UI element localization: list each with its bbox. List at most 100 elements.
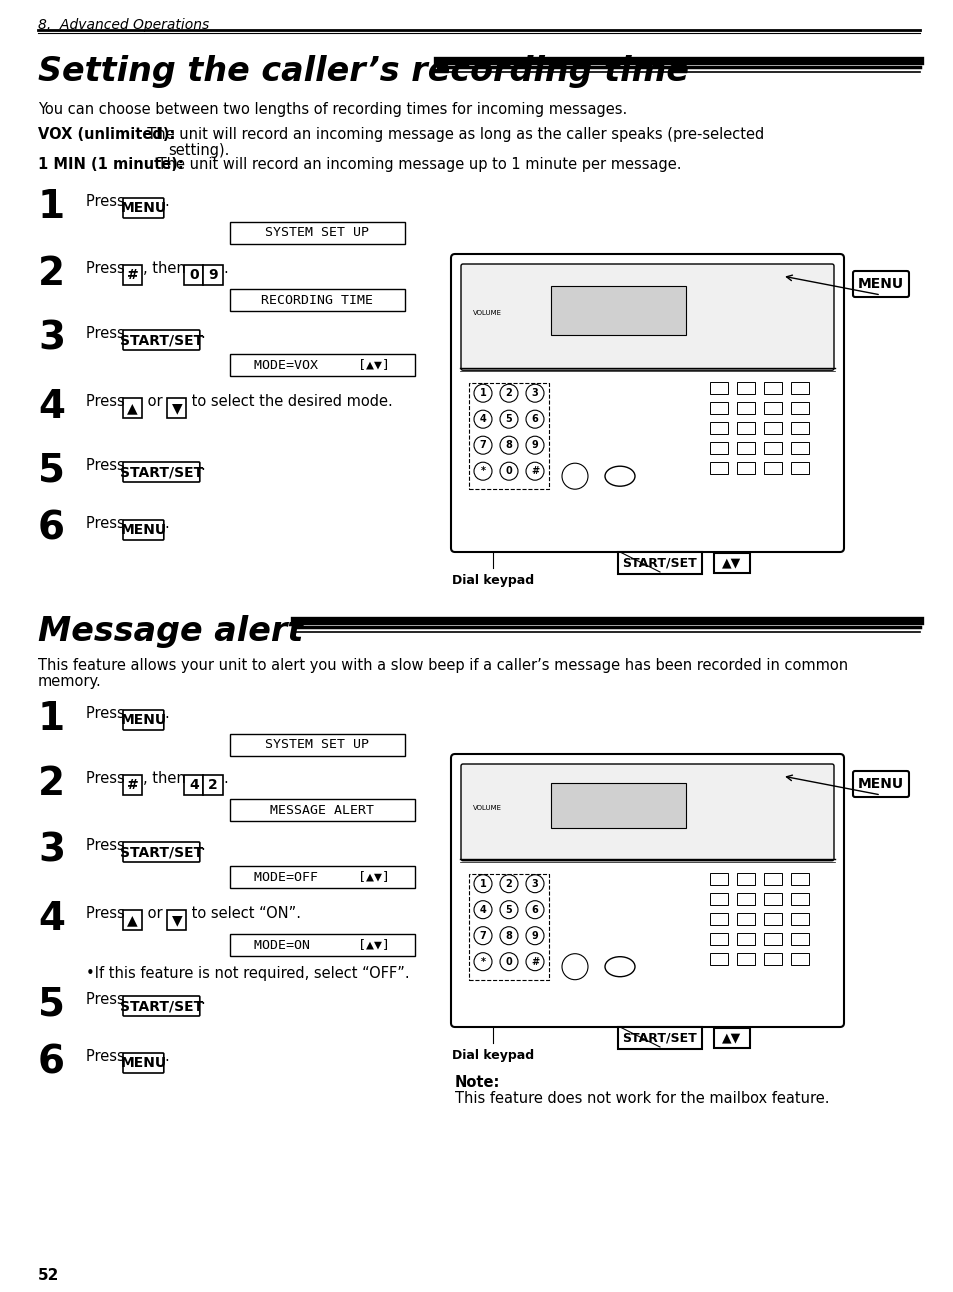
Text: START/SET: START/SET bbox=[120, 465, 203, 479]
Circle shape bbox=[525, 926, 543, 944]
Text: , then: , then bbox=[143, 771, 191, 786]
Bar bbox=[737, 463, 754, 474]
FancyBboxPatch shape bbox=[852, 271, 908, 297]
Text: MODE=OFF     [▲▼]: MODE=OFF [▲▼] bbox=[254, 871, 390, 884]
Text: or: or bbox=[143, 394, 168, 410]
Circle shape bbox=[474, 410, 492, 428]
Text: 52: 52 bbox=[38, 1267, 59, 1283]
Text: START/SET: START/SET bbox=[120, 845, 203, 859]
Text: .: . bbox=[200, 839, 205, 853]
Bar bbox=[709, 422, 727, 434]
Text: memory.: memory. bbox=[38, 674, 102, 689]
FancyBboxPatch shape bbox=[167, 398, 186, 419]
Text: Press: Press bbox=[86, 906, 130, 921]
Text: 9: 9 bbox=[531, 930, 537, 941]
Text: Note:: Note: bbox=[455, 1075, 500, 1090]
Text: Setting the caller’s recording time: Setting the caller’s recording time bbox=[38, 56, 688, 88]
Text: 8: 8 bbox=[505, 930, 512, 941]
Text: , then: , then bbox=[143, 261, 191, 276]
Bar bbox=[790, 442, 808, 455]
Bar bbox=[737, 402, 754, 415]
Text: 2: 2 bbox=[38, 765, 65, 804]
Text: The unit will record an incoming message as long as the caller speaks (pre-selec: The unit will record an incoming message… bbox=[138, 127, 763, 142]
Text: #: # bbox=[127, 778, 138, 792]
Bar bbox=[763, 893, 781, 904]
FancyBboxPatch shape bbox=[460, 264, 833, 371]
Circle shape bbox=[499, 926, 517, 944]
Text: 5: 5 bbox=[38, 452, 65, 490]
Circle shape bbox=[499, 463, 517, 481]
Text: 6: 6 bbox=[531, 415, 537, 424]
Text: or: or bbox=[143, 906, 168, 921]
Bar bbox=[790, 893, 808, 904]
Bar bbox=[763, 422, 781, 434]
Text: 5: 5 bbox=[505, 415, 512, 424]
Text: 7: 7 bbox=[479, 441, 486, 450]
Text: Dial keypad: Dial keypad bbox=[452, 574, 534, 587]
Bar bbox=[790, 402, 808, 415]
Text: #: # bbox=[531, 956, 538, 966]
Text: .: . bbox=[200, 457, 205, 473]
Text: 6: 6 bbox=[38, 510, 65, 548]
Text: ▲▼: ▲▼ bbox=[721, 557, 740, 570]
Text: RECORDING TIME: RECORDING TIME bbox=[261, 293, 374, 306]
Text: Dial keypad: Dial keypad bbox=[452, 1049, 534, 1062]
Text: Press: Press bbox=[86, 394, 130, 410]
FancyBboxPatch shape bbox=[451, 755, 843, 1027]
Circle shape bbox=[474, 437, 492, 455]
Bar bbox=[709, 382, 727, 394]
Circle shape bbox=[525, 901, 543, 919]
Circle shape bbox=[499, 952, 517, 970]
Text: 2: 2 bbox=[505, 879, 512, 889]
Text: 4: 4 bbox=[479, 904, 486, 915]
Text: ▲: ▲ bbox=[127, 401, 138, 415]
Text: START/SET: START/SET bbox=[622, 557, 697, 570]
Circle shape bbox=[499, 437, 517, 455]
FancyBboxPatch shape bbox=[123, 398, 142, 419]
Bar bbox=[737, 422, 754, 434]
Text: ▲▼: ▲▼ bbox=[721, 1031, 740, 1044]
FancyBboxPatch shape bbox=[618, 552, 701, 574]
Text: 6: 6 bbox=[531, 904, 537, 915]
Text: ▼: ▼ bbox=[172, 913, 182, 926]
Circle shape bbox=[474, 901, 492, 919]
Text: MENU: MENU bbox=[120, 202, 166, 214]
Circle shape bbox=[525, 463, 543, 481]
Circle shape bbox=[525, 410, 543, 428]
FancyBboxPatch shape bbox=[123, 910, 142, 930]
Text: Press: Press bbox=[86, 992, 130, 1006]
Ellipse shape bbox=[604, 466, 635, 486]
Bar bbox=[230, 934, 415, 956]
Text: Press: Press bbox=[86, 705, 130, 721]
Text: 2: 2 bbox=[208, 778, 217, 792]
FancyBboxPatch shape bbox=[167, 910, 186, 930]
Text: ▼: ▼ bbox=[172, 401, 182, 415]
FancyBboxPatch shape bbox=[123, 463, 199, 482]
Text: 7: 7 bbox=[479, 930, 486, 941]
Text: This feature allows your unit to alert you with a slow beep if a caller’s messag: This feature allows your unit to alert y… bbox=[38, 658, 847, 673]
Text: MODE=VOX     [▲▼]: MODE=VOX [▲▼] bbox=[254, 358, 390, 372]
Text: VOLUME: VOLUME bbox=[473, 310, 501, 317]
Circle shape bbox=[499, 384, 517, 402]
Text: .: . bbox=[200, 326, 205, 341]
Circle shape bbox=[525, 384, 543, 402]
Bar bbox=[790, 912, 808, 925]
Bar bbox=[709, 952, 727, 965]
Bar bbox=[230, 866, 415, 888]
Text: MENU: MENU bbox=[857, 776, 903, 791]
Circle shape bbox=[525, 437, 543, 455]
Text: #: # bbox=[531, 466, 538, 477]
Bar bbox=[709, 402, 727, 415]
Text: .: . bbox=[223, 771, 228, 786]
Text: 4: 4 bbox=[479, 415, 486, 424]
Bar bbox=[709, 872, 727, 885]
Circle shape bbox=[474, 926, 492, 944]
Text: SYSTEM SET UP: SYSTEM SET UP bbox=[265, 226, 369, 239]
Circle shape bbox=[474, 463, 492, 481]
Bar bbox=[763, 463, 781, 474]
Text: .: . bbox=[165, 194, 170, 209]
Bar bbox=[763, 872, 781, 885]
Text: 8.  Advanced Operations: 8. Advanced Operations bbox=[38, 18, 209, 32]
FancyBboxPatch shape bbox=[618, 1027, 701, 1049]
Circle shape bbox=[525, 875, 543, 893]
